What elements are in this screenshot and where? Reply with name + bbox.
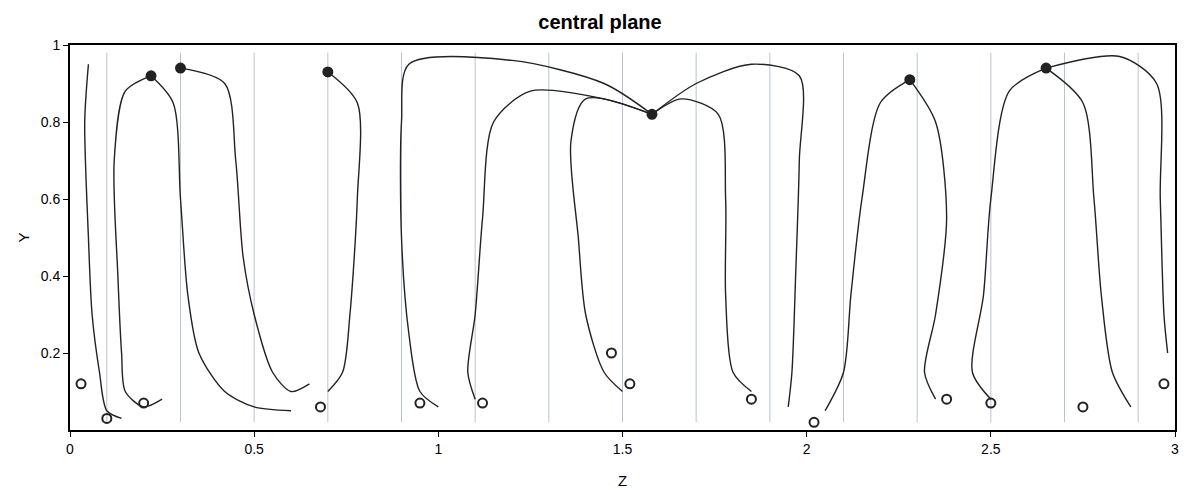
svg-text:Z: Z	[618, 472, 627, 489]
svg-text:0.8: 0.8	[41, 114, 61, 130]
svg-text:0.6: 0.6	[41, 191, 61, 207]
svg-text:3: 3	[1171, 441, 1179, 457]
svg-text:0.5: 0.5	[244, 441, 264, 457]
svg-text:1: 1	[434, 441, 442, 457]
svg-text:0: 0	[66, 441, 74, 457]
svg-text:2.5: 2.5	[981, 441, 1001, 457]
svg-text:1: 1	[52, 37, 60, 53]
svg-text:2: 2	[803, 441, 811, 457]
svg-text:1.5: 1.5	[613, 441, 633, 457]
svg-text:0.4: 0.4	[41, 268, 61, 284]
svg-text:0.2: 0.2	[41, 345, 61, 361]
svg-text:central plane: central plane	[538, 11, 661, 33]
svg-text:Y: Y	[15, 232, 32, 242]
